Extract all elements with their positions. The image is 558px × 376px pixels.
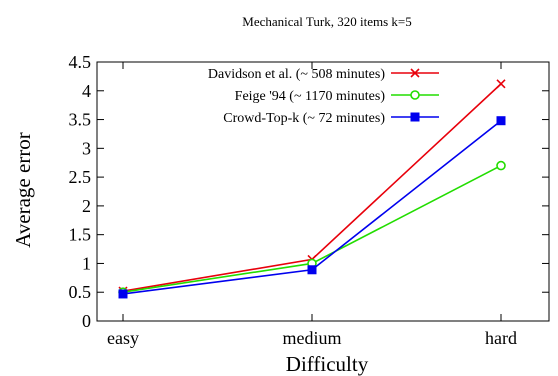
- data-point-2-0: [118, 289, 128, 299]
- series-layer: [118, 79, 506, 299]
- x-tick-label: hard: [485, 328, 517, 348]
- data-point-0-2: [496, 79, 506, 89]
- legend-marker: [410, 90, 420, 100]
- x-tick-label: easy: [107, 328, 139, 348]
- x-axis-label: Difficulty: [286, 352, 369, 376]
- legend: Davidson et al. (~ 508 minutes) Feige '94…: [208, 67, 439, 126]
- legend-marker: [410, 112, 420, 122]
- y-tick-label: 4.5: [69, 52, 92, 72]
- y-axis-label: Average error: [11, 132, 35, 248]
- y-tick-label: 1.5: [69, 225, 92, 245]
- y-tick-label: 4: [82, 81, 91, 101]
- chart-title: Mechanical Turk, 320 items k=5: [242, 14, 411, 29]
- data-point-2-2: [496, 116, 506, 126]
- y-tick-label: 1: [82, 253, 91, 273]
- y-tick-label: 2: [82, 196, 91, 216]
- legend-label: Davidson et al. (~ 508 minutes): [208, 67, 385, 82]
- x-tick-label: medium: [283, 328, 342, 348]
- plot-frame: [96, 61, 550, 322]
- data-point-1-2: [496, 160, 506, 171]
- y-axis-ticks: 0 0.5 1 1.5 2 2.5 3 3.5 4 4.5: [69, 52, 549, 331]
- legend-label: Crowd-Top-k (~ 72 minutes): [223, 111, 385, 126]
- y-tick-label: 3: [82, 138, 91, 158]
- y-tick-label: 2.5: [69, 167, 92, 187]
- y-tick-label: 0.5: [69, 282, 92, 302]
- x-axis-ticks: easy medium hard: [107, 62, 517, 348]
- legend-marker: [410, 68, 420, 78]
- y-tick-label: 0: [82, 311, 91, 331]
- legend-label: Feige '94 (~ 1170 minutes): [235, 89, 386, 104]
- y-tick-label: 3.5: [69, 110, 92, 130]
- data-point-2-1: [307, 265, 317, 275]
